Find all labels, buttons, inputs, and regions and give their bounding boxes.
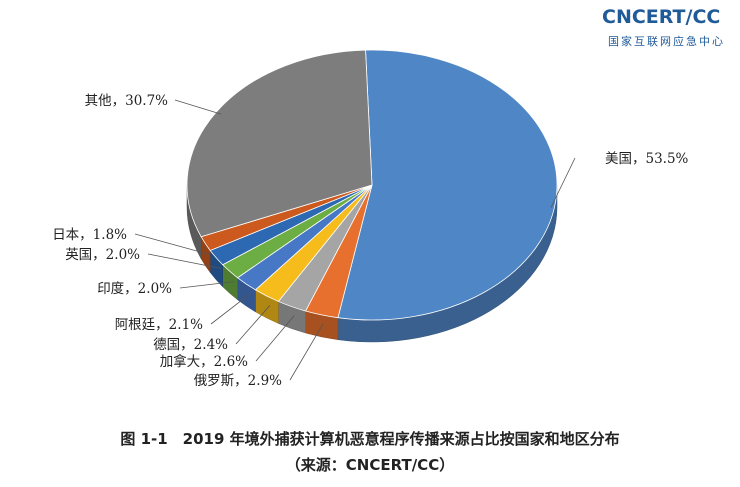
logo-wordmark: CNCERT/CC: [602, 6, 721, 28]
chart-source: （来源：CNCERT/CC）: [285, 456, 455, 474]
slice-label-日本: 日本，1.8%: [52, 227, 127, 243]
pie-tops: [186, 49, 558, 321]
pie-chart: 美国，53.5% 俄罗斯，2.9% 加拿大，2.6%德国，2.4% 阿根廷，2.1% 印…: [52, 49, 689, 389]
slice-label-德国: 德国，2.4%: [153, 337, 228, 353]
slice-label-美国: 美国，53.5%: [605, 151, 689, 167]
logo-subtitle: 国家互联网应急中心: [608, 35, 725, 48]
pie-slice-其他: [186, 49, 373, 238]
leader-line-俄罗斯: [289, 323, 324, 381]
leader-line-英国: [147, 253, 221, 269]
slice-label-印度: 印度，2.0%: [97, 281, 172, 297]
leader-lines: [134, 99, 576, 381]
chart-caption: 图 1-1 2019 年境外捕获计算机恶意程序传播来源占比按国家和地区分布: [120, 430, 620, 448]
leader-line-其他: [174, 99, 222, 115]
leader-line-阿根廷: [210, 293, 251, 325]
slice-label-俄罗斯: 俄罗斯，2.9%: [194, 373, 282, 389]
leader-line-德国: [235, 305, 271, 345]
slice-label-其他: 其他，30.7%: [85, 93, 169, 109]
pie-slice-美国: [337, 49, 558, 321]
slice-label-英国: 英国，2.0%: [65, 246, 140, 263]
slice-labels: 美国，53.5% 俄罗斯，2.9% 加拿大，2.6%德国，2.4% 阿根廷，2.1% 印…: [52, 93, 688, 389]
cncert-logo: CNCERT/CC 国家互联网应急中心: [602, 6, 732, 54]
leader-line-加拿大: [255, 315, 295, 362]
pie-sides: [186, 184, 558, 343]
leader-line-印度: [179, 281, 235, 289]
leader-line-日本: [134, 233, 211, 256]
leader-line-美国: [550, 157, 576, 208]
slice-label-阿根廷: 阿根廷，2.1%: [115, 317, 203, 333]
slice-label-加拿大: 加拿大，2.6%: [160, 353, 248, 370]
